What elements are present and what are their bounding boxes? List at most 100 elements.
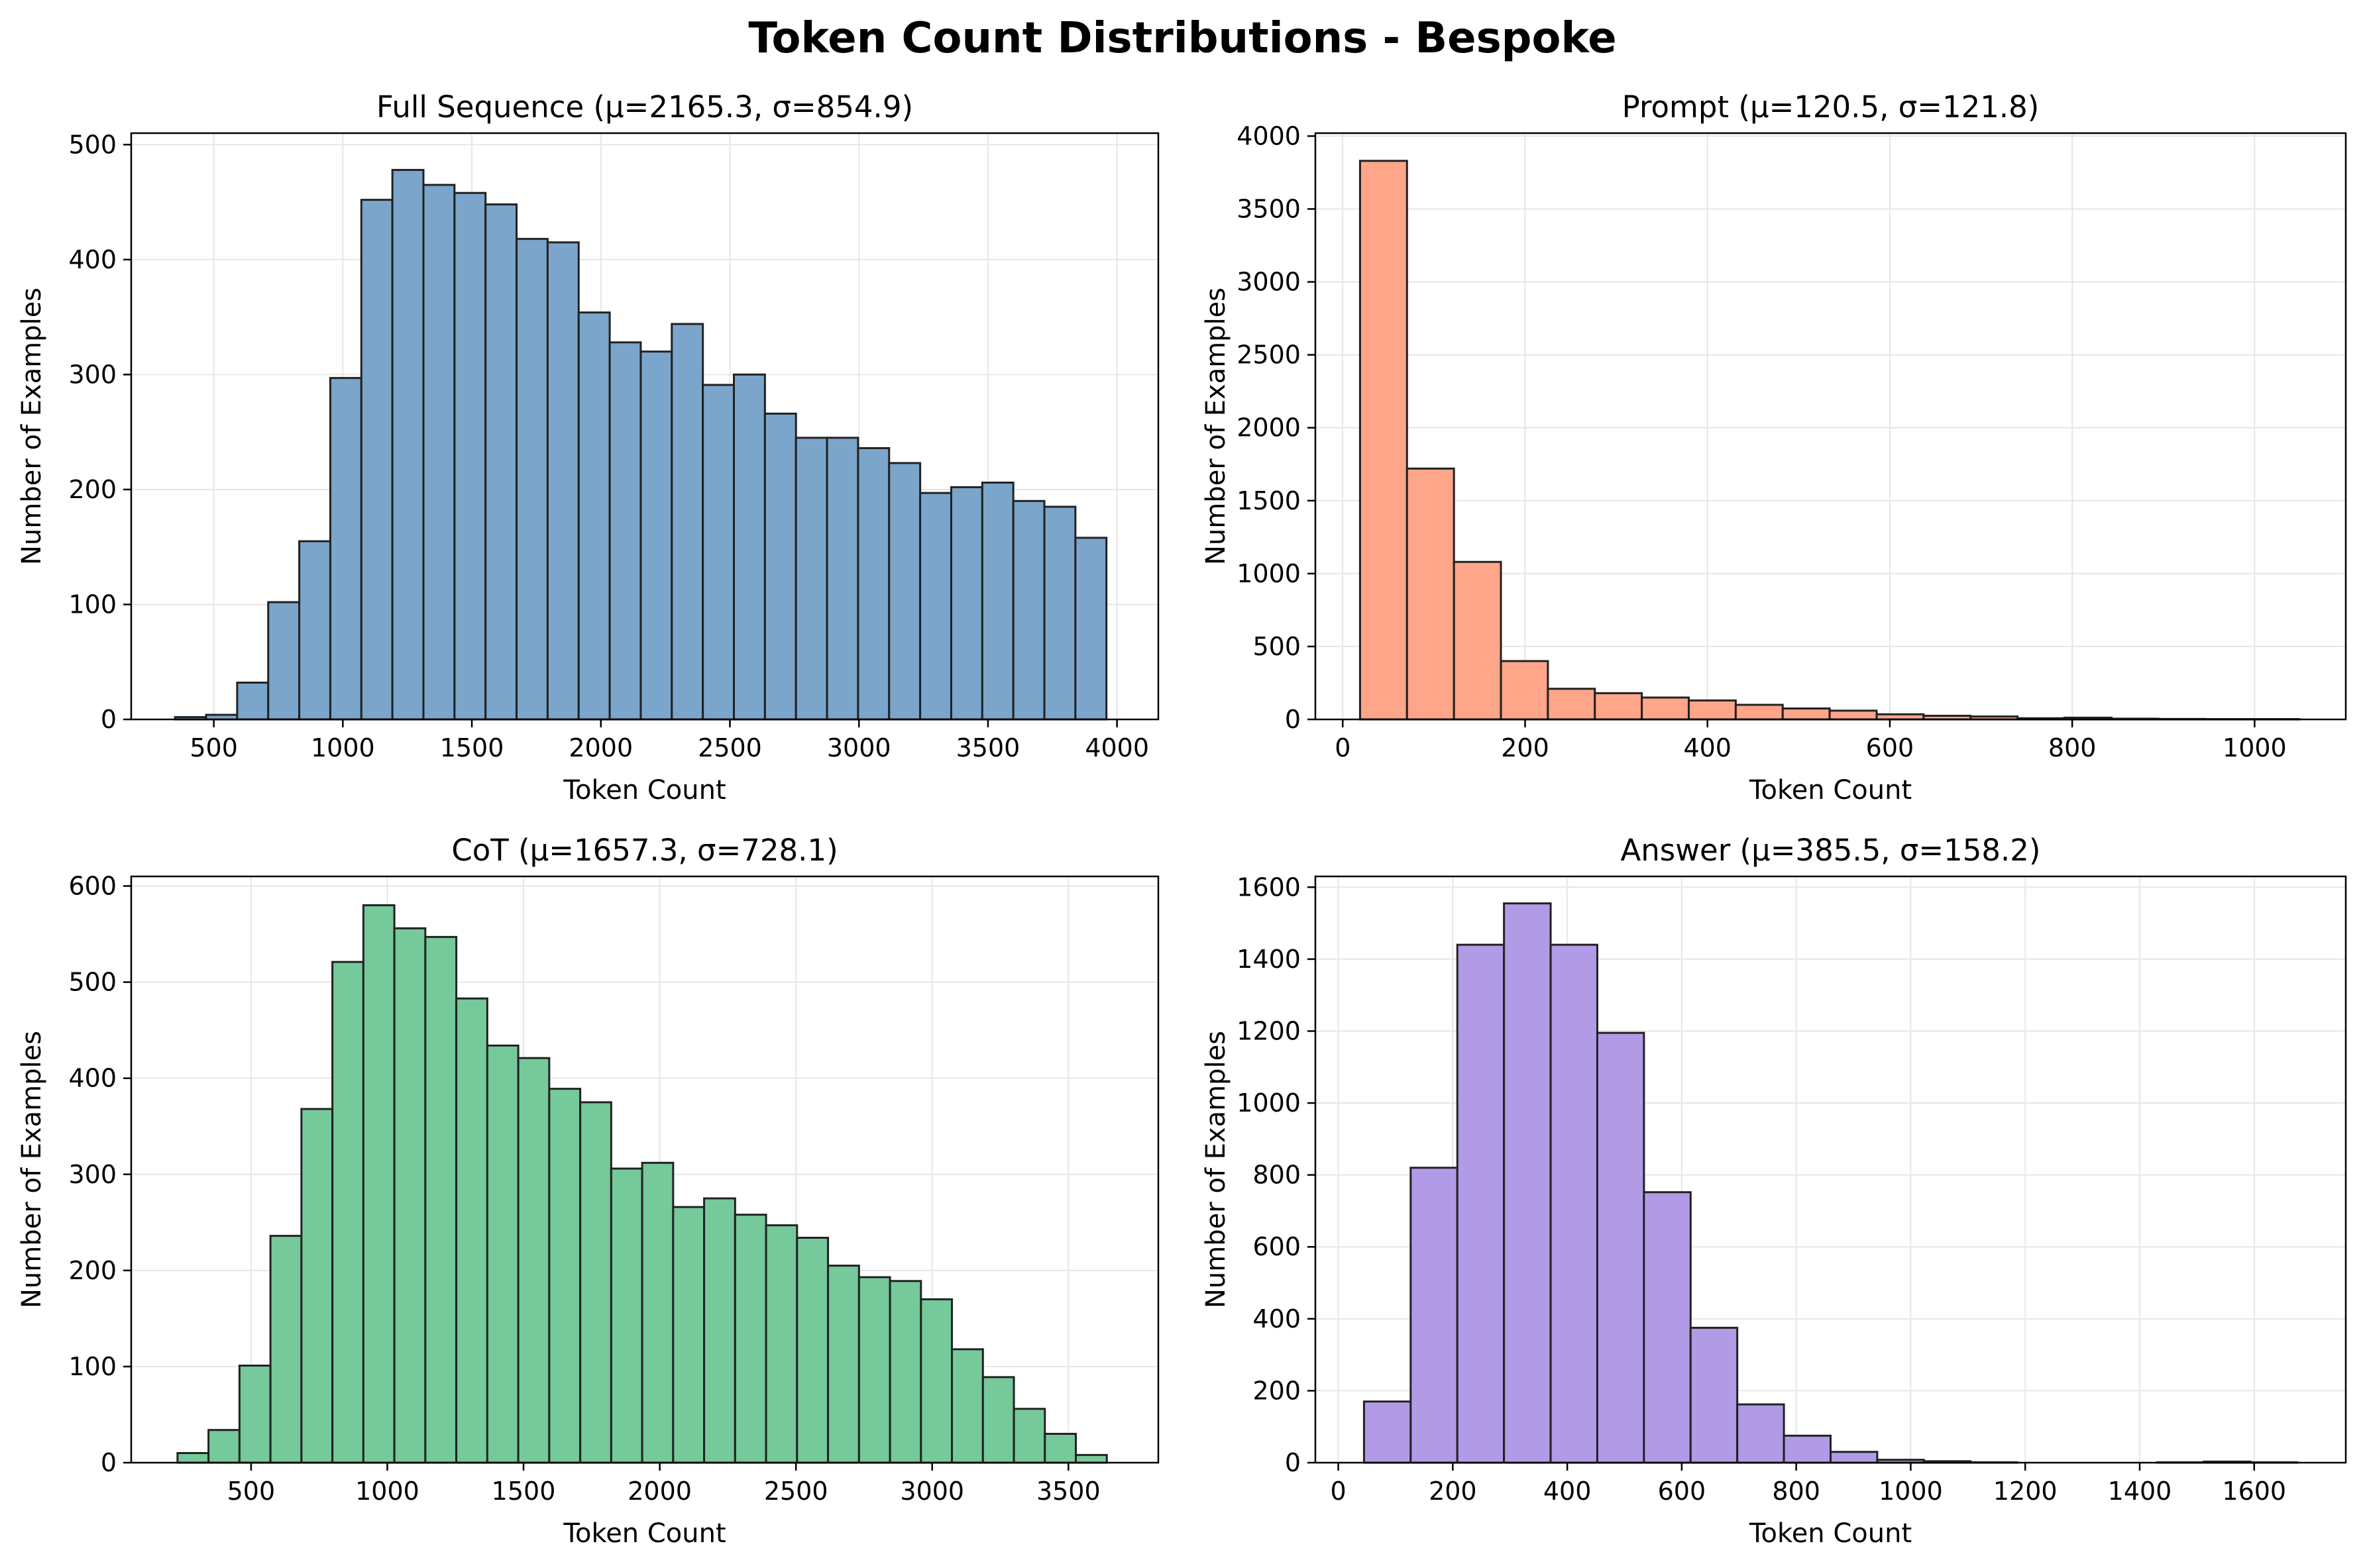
histogram-bar xyxy=(577,311,611,721)
x-tick-label: 500 xyxy=(190,733,238,762)
y-tick-label: 100 xyxy=(68,590,117,619)
chart-title: Prompt (μ=120.5, σ=121.8) xyxy=(1622,89,2040,125)
y-tick-label: 200 xyxy=(68,1256,117,1285)
histogram-bar xyxy=(1641,696,1690,721)
y-tick-label: 400 xyxy=(1252,1304,1301,1333)
axes-frame xyxy=(130,875,1160,1464)
histogram-bar xyxy=(1688,699,1737,721)
x-tick-label: 2500 xyxy=(764,1477,828,1506)
y-tick-label: 500 xyxy=(68,968,117,997)
histogram-bar xyxy=(331,961,364,1464)
histogram-bar xyxy=(608,341,642,721)
y-tick-label: 1200 xyxy=(1237,1016,1301,1045)
x-tick-label: 400 xyxy=(1683,733,1732,762)
x-tick-label: 3000 xyxy=(827,733,891,762)
x-tick-label: 800 xyxy=(2048,733,2097,762)
histogram-bar xyxy=(1075,1453,1108,1464)
histogram-bar xyxy=(641,1161,675,1464)
histogram-bar xyxy=(1830,1451,1879,1464)
histogram-bar xyxy=(763,412,797,721)
chart-title: Full Sequence (μ=2165.3, σ=854.9) xyxy=(376,89,913,125)
y-tick-label: 1600 xyxy=(1237,872,1301,902)
histogram-bar xyxy=(1781,707,1831,721)
histogram-bar xyxy=(1074,537,1108,721)
y-tick-label: 4000 xyxy=(1237,121,1301,150)
y-tick-label: 0 xyxy=(1285,1448,1301,1477)
y-tick-label: 600 xyxy=(68,872,117,901)
histogram-bar xyxy=(1547,688,1596,721)
x-tick-label: 1600 xyxy=(2222,1477,2286,1506)
axes-frame xyxy=(130,132,1160,721)
y-axis-label: Number of Examples xyxy=(17,287,47,565)
y-tick-label: 0 xyxy=(1285,705,1301,734)
histogram-bar xyxy=(176,1451,210,1464)
histogram-bar xyxy=(888,462,922,721)
histogram-bar xyxy=(360,199,394,721)
x-tick-label: 1000 xyxy=(311,733,375,762)
histogram-bar xyxy=(484,203,518,721)
histogram-bar xyxy=(207,1429,241,1464)
histogram-bar xyxy=(733,373,766,721)
histogram-bar xyxy=(1456,943,1506,1464)
histogram-bar xyxy=(486,1044,520,1464)
y-axis-label: Number of Examples xyxy=(1201,1031,1231,1308)
histogram-bar xyxy=(672,1206,706,1464)
chart-panel-cot: 500 1000 1500 2000 2500 3000 3500 0 100 200 300 400… xyxy=(17,833,1160,1549)
y-tick-label: 500 xyxy=(68,130,117,159)
y-tick-label: 800 xyxy=(1252,1161,1301,1190)
histogram-bar xyxy=(796,1237,830,1464)
x-tick-label: 3500 xyxy=(1036,1477,1101,1506)
x-tick-label: 200 xyxy=(1501,733,1549,762)
y-tick-label: 400 xyxy=(68,245,117,274)
histogram-bar xyxy=(734,1214,767,1464)
x-axis-label: Token Count xyxy=(1749,775,1912,806)
axes-frame xyxy=(1314,875,2347,1464)
histogram-bar xyxy=(795,437,828,721)
histogram-bar xyxy=(1044,1432,1077,1464)
y-tick-label: 3000 xyxy=(1237,268,1301,297)
x-axis-label: Token Count xyxy=(1749,1518,1912,1549)
x-tick-label: 1500 xyxy=(492,1477,556,1506)
x-axis-label: Token Count xyxy=(563,1518,726,1549)
axes-frame xyxy=(1314,132,2347,721)
y-tick-label: 0 xyxy=(101,705,117,734)
histogram-bar xyxy=(516,238,549,721)
histogram-bar xyxy=(981,482,1015,721)
histogram-bar xyxy=(424,935,458,1464)
histogram-bar xyxy=(889,1280,922,1464)
y-axis-label: Number of Examples xyxy=(17,1031,47,1308)
histogram-bar xyxy=(951,1348,984,1464)
histogram-bar xyxy=(453,191,487,721)
x-tick-label: 1500 xyxy=(440,733,504,762)
chart-panel-full: 500 1000 1500 2000 2500 3000 3500 4000 0 100 200 30… xyxy=(17,89,1160,806)
y-tick-label: 2000 xyxy=(1237,413,1301,443)
y-tick-label: 3500 xyxy=(1237,194,1301,223)
x-tick-label: 2000 xyxy=(628,1477,692,1506)
y-tick-label: 300 xyxy=(68,1160,117,1189)
x-tick-label: 3000 xyxy=(900,1477,964,1506)
histogram-bar xyxy=(950,486,983,721)
histogram-bar xyxy=(362,904,396,1464)
x-tick-label: 200 xyxy=(1429,1477,1477,1506)
histogram-bar xyxy=(981,1376,1015,1464)
x-axis-label: Token Count xyxy=(563,775,726,806)
histogram-bar xyxy=(1736,1403,1785,1464)
histogram-bar xyxy=(639,350,673,721)
x-tick-label: 4000 xyxy=(1085,733,1149,762)
histogram-bar xyxy=(1594,692,1643,721)
histogram-bar xyxy=(236,681,270,721)
histogram-bar xyxy=(857,1276,891,1464)
chart-panel-prompt: 0 200 400 600 800 1000 0 500 1000 1500 2000 2500 300… xyxy=(1201,89,2347,806)
x-tick-label: 0 xyxy=(1335,733,1350,762)
chart-panel-answer: 0 200 400 600 800 1000 1200 1400 1600 0 200 400 600 8… xyxy=(1201,833,2347,1549)
histogram-bar xyxy=(671,323,704,721)
histogram-bar xyxy=(238,1364,272,1464)
histogram-bar xyxy=(393,927,427,1464)
y-tick-label: 200 xyxy=(68,475,117,504)
histogram-bar xyxy=(703,1197,736,1464)
y-axis-label: Number of Examples xyxy=(1201,287,1231,565)
histogram-bar xyxy=(391,169,425,721)
y-tick-label: 0 xyxy=(101,1448,117,1477)
histogram-bar xyxy=(1453,560,1502,721)
